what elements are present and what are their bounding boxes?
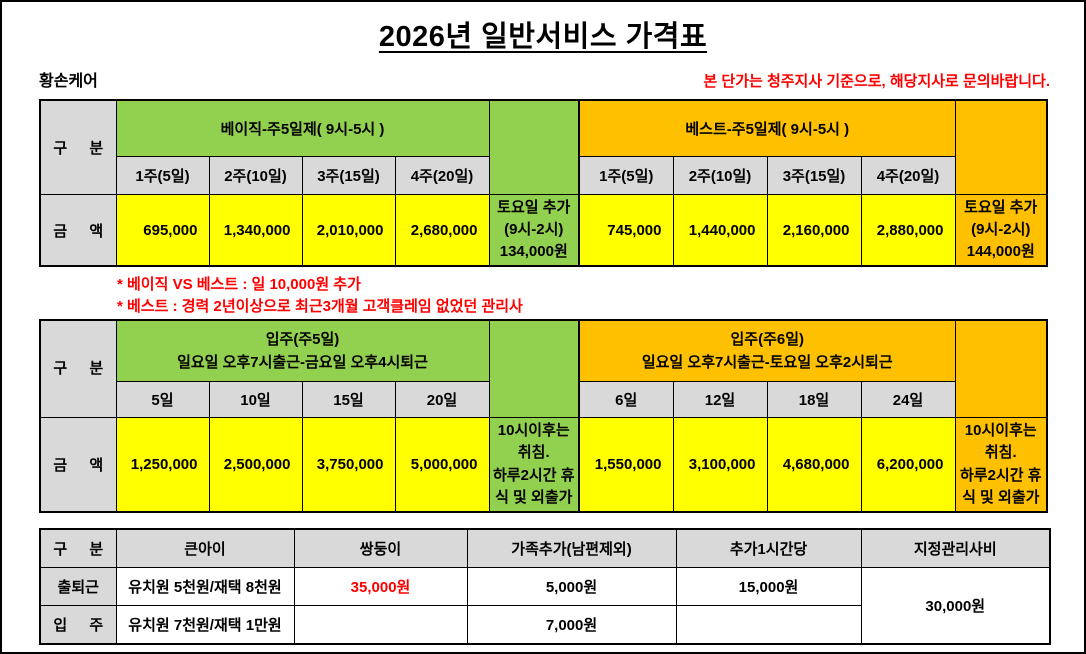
t1-basic-col-header: 2주(10일) — [208, 156, 303, 195]
t3-livein-extra-hour — [675, 605, 862, 645]
t2-week6-price: 6,200,000 — [860, 417, 956, 513]
table-row: 1주(5일) 2주(10일) 3주(15일) 4주(20일) 1주(5일) 2주… — [40, 156, 1047, 195]
t2-week5-note-spacer — [488, 319, 580, 418]
t1-best-col-header: 2주(10일) — [672, 156, 768, 195]
t2-week5-price: 3,750,000 — [301, 417, 396, 513]
t1-basic-col-header: 3주(15일) — [301, 156, 396, 195]
brand-label: 황손케어 — [39, 73, 98, 90]
t2-week5-price: 1,250,000 — [115, 417, 210, 513]
weekly-price-table: 구 분 베이직-주5일제( 9시-5시 ) 베스트-주5일제( 9시-5시 ) … — [39, 99, 1048, 267]
t1-category-header: 구 분 — [39, 99, 117, 195]
t3-commute-twins: 35,000원 — [293, 567, 468, 606]
table-row: 5일 10일 15일 20일 6일 12일 18일 24일 — [40, 381, 1047, 418]
t3-livein-family-extra: 7,000원 — [466, 605, 677, 645]
t1-best-col-header: 3주(15일) — [766, 156, 862, 195]
livein-price-table: 구 분 입주(주5일) 일요일 오후7시출근-금요일 오후4시퇴근 입주(주6일… — [39, 319, 1048, 513]
t1-basic-extra-spacer — [488, 99, 580, 195]
t3-livein-older-child: 유치원 7천원/재택 1만원 — [115, 605, 295, 645]
t1-basic-price: 695,000 — [115, 194, 210, 267]
t2-week5-price: 2,500,000 — [208, 417, 303, 513]
table-row: 출퇴근 유치원 5천원/재택 8천원 35,000원 5,000원 15,000… — [39, 567, 1051, 645]
t3-header-extra-hour: 추가1시간당 — [675, 528, 862, 568]
price-notes: * 베이직 VS 베스트 : 일 10,000원 추가 * 베스트 : 경력 2… — [117, 274, 1084, 318]
t2-week5-col-header: 15일 — [301, 381, 396, 418]
t3-livein-twins — [293, 605, 468, 645]
t3-header-twins: 쌍둥이 — [293, 528, 468, 568]
t3-header-designated-fee: 지정관리사비 — [860, 528, 1051, 568]
t1-basic-price: 2,680,000 — [394, 194, 490, 267]
t1-basic-price: 2,010,000 — [301, 194, 396, 267]
t2-week6-conditions-note: 10시이후는 취침. 하루2시간 휴 식 및 외출가 — [954, 417, 1048, 513]
t2-week6-section-header: 입주(주6일) 일요일 오후7시출근-토요일 오후2시퇴근 — [578, 319, 956, 382]
t2-week6-col-header: 18일 — [766, 381, 862, 418]
page-title: 2026년 일반서비스 가격표 — [2, 18, 1084, 56]
t2-week5-conditions-note: 10시이후는 취침. 하루2시간 휴 식 및 외출가 — [488, 417, 580, 513]
t1-basic-price: 1,340,000 — [208, 194, 303, 267]
t3-row-label-commute: 출퇴근 — [39, 567, 117, 606]
t2-week6-price: 1,550,000 — [578, 417, 674, 513]
t2-week5-col-header: 5일 — [115, 381, 210, 418]
t2-week6-col-header: 12일 — [672, 381, 768, 418]
t1-basic-col-header: 4주(20일) — [394, 156, 490, 195]
t1-amount-label: 금 액 — [39, 194, 117, 267]
branch-notice: 본 단가는 청주지사 기준으로, 해당지사로 문의바랍니다. — [703, 73, 1050, 90]
t3-commute-older-child: 유치원 5천원/재택 8천원 — [115, 567, 295, 606]
page-title-text: 2026년 일반서비스 가격표 — [378, 21, 708, 53]
table-row: 구 분 입주(주5일) 일요일 오후7시출근-금요일 오후4시퇴근 입주(주6일… — [39, 319, 1048, 418]
t1-best-price: 745,000 — [578, 194, 674, 267]
meta-row: 황손케어 본 단가는 청주지사 기준으로, 해당지사로 문의바랍니다. — [39, 69, 1050, 91]
t2-week5-price: 5,000,000 — [394, 417, 490, 513]
t2-week6-note-spacer — [954, 319, 1048, 418]
table-row: 금 액 695,000 1,340,000 2,010,000 2,680,00… — [39, 194, 1048, 267]
t1-best-col-header: 1주(5일) — [578, 156, 674, 195]
table-row: 구 분 베이직-주5일제( 9시-5시 ) 베스트-주5일제( 9시-5시 ) — [39, 99, 1048, 195]
t1-best-extra-spacer — [954, 99, 1048, 195]
t1-basic-saturday-extra: 토요일 추가 (9시-2시) 134,000원 — [488, 194, 580, 267]
surcharge-table: 구 분 큰아이 쌍둥이 가족추가(남편제외) 추가1시간당 지정관리사비 출퇴근… — [39, 528, 1051, 645]
t2-category-header: 구 분 — [39, 319, 117, 418]
t3-header-older-child: 큰아이 — [115, 528, 295, 568]
t2-week6-price: 3,100,000 — [672, 417, 768, 513]
t1-best-col-header: 4주(20일) — [860, 156, 956, 195]
t1-basic-section-header: 베이직-주5일제( 9시-5시 ) — [115, 99, 490, 157]
t1-best-price: 2,160,000 — [766, 194, 862, 267]
t3-header-family-extra: 가족추가(남편제외) — [466, 528, 677, 568]
table-row: 금 액 1,250,000 2,500,000 3,750,000 5,000,… — [39, 417, 1048, 513]
t2-week5-section-header: 입주(주5일) 일요일 오후7시출근-금요일 오후4시퇴근 — [115, 319, 490, 382]
t3-commute-family-extra: 5,000원 — [466, 567, 677, 606]
t1-basic-col-header: 1주(5일) — [115, 156, 210, 195]
t1-best-price: 1,440,000 — [672, 194, 768, 267]
t2-amount-label: 금 액 — [39, 417, 117, 513]
note-line: * 베스트 : 경력 2년이상으로 최근3개월 고객클레임 없었던 관리사 — [117, 298, 523, 315]
t2-week6-col-header: 6일 — [578, 381, 674, 418]
table-row: 입 주 유치원 7천원/재택 1만원 7,000원 — [39, 605, 1050, 645]
t2-week6-price: 4,680,000 — [766, 417, 862, 513]
t2-week5-col-header: 10일 — [208, 381, 303, 418]
t3-header-category: 구 분 — [39, 528, 117, 568]
t2-week6-col-header: 24일 — [860, 381, 956, 418]
table-row: 구 분 큰아이 쌍둥이 가족추가(남편제외) 추가1시간당 지정관리사비 — [39, 528, 1051, 568]
t2-week5-col-header: 20일 — [394, 381, 490, 418]
t3-row-label-livein: 입 주 — [39, 605, 117, 645]
t1-best-saturday-extra: 토요일 추가 (9시-2시) 144,000원 — [954, 194, 1048, 267]
t3-commute-extra-hour: 15,000원 — [675, 567, 862, 606]
note-line: * 베이직 VS 베스트 : 일 10,000원 추가 — [117, 276, 361, 293]
t1-best-price: 2,880,000 — [860, 194, 956, 267]
t3-designated-fee-value: 30,000원 — [860, 567, 1051, 645]
t1-best-section-header: 베스트-주5일제( 9시-5시 ) — [578, 99, 956, 157]
